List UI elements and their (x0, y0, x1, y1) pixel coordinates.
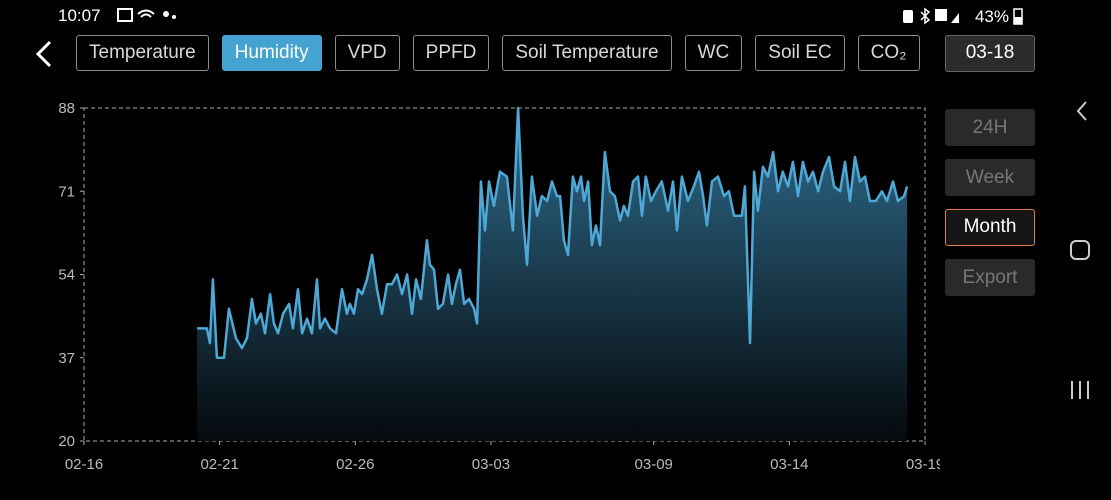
battery-level: 43% (974, 7, 1009, 26)
plot-frame (83, 107, 926, 442)
back-button[interactable] (30, 36, 60, 72)
metric-tab[interactable]: VPD (334, 35, 400, 71)
status-icons-right (903, 7, 959, 25)
x-tick-label: 02-26 (336, 456, 374, 473)
signal-icon (951, 13, 959, 23)
x-tick-label: 03-14 (770, 456, 808, 473)
gallery-icon (117, 8, 133, 22)
metric-tab[interactable]: Soil EC (755, 35, 845, 71)
x-tick-label: 02-16 (65, 456, 103, 473)
x-tick-label: 02-21 (200, 456, 238, 473)
y-tick-label: 54 (58, 267, 75, 284)
y-tick-label: 37 (58, 350, 75, 367)
notif-icon (163, 11, 169, 17)
bluetooth-icon (920, 7, 931, 25)
nav-back[interactable] (1076, 101, 1087, 121)
x-tick-label: 03-03 (472, 456, 510, 473)
nav-home[interactable] (1070, 240, 1090, 260)
status-bar: 10:07 43% (58, 4, 1023, 28)
range-buttons: 24H Week Month Export (945, 109, 1035, 296)
nav-bar (1070, 101, 1090, 399)
network-icon (935, 9, 947, 21)
dot-icon (172, 15, 176, 19)
battery-icon (1013, 8, 1023, 25)
range-button[interactable]: 24H (945, 109, 1035, 146)
status-icons (117, 8, 176, 22)
wifi-icon (137, 9, 155, 18)
metric-tab[interactable]: Temperature (76, 35, 209, 71)
metric-tab[interactable]: CO₂ (857, 35, 920, 71)
metric-tab[interactable]: Humidity (221, 35, 322, 71)
metric-tab[interactable]: Soil Temperature (502, 35, 672, 71)
range-button[interactable]: Week (945, 159, 1035, 196)
date-button[interactable]: 03-18 (945, 35, 1035, 72)
x-tick-label: 03-19 (906, 456, 940, 473)
y-tick-label: 71 (58, 183, 75, 200)
nav-recents[interactable] (1071, 381, 1089, 399)
metric-tab[interactable]: PPFD (412, 35, 490, 71)
y-tick-label: 88 (58, 100, 75, 117)
alarm-icon (903, 10, 913, 23)
x-tick-label: 03-09 (635, 456, 673, 473)
range-button[interactable]: Export (945, 259, 1035, 296)
data-line (197, 106, 909, 360)
range-button[interactable]: Month (945, 209, 1035, 246)
y-tick-label: 20 (58, 433, 75, 450)
metric-tabs: Temperature Humidity VPD PPFD Soil Temperatu… (76, 35, 920, 71)
chart: 20 37 54 71 88 02-16 02-21 02-26 03-03 03-09 03-14… (58, 100, 940, 473)
metric-tab[interactable]: WC (684, 35, 743, 71)
clock: 10:07 (58, 6, 101, 25)
area-fill (197, 108, 908, 441)
